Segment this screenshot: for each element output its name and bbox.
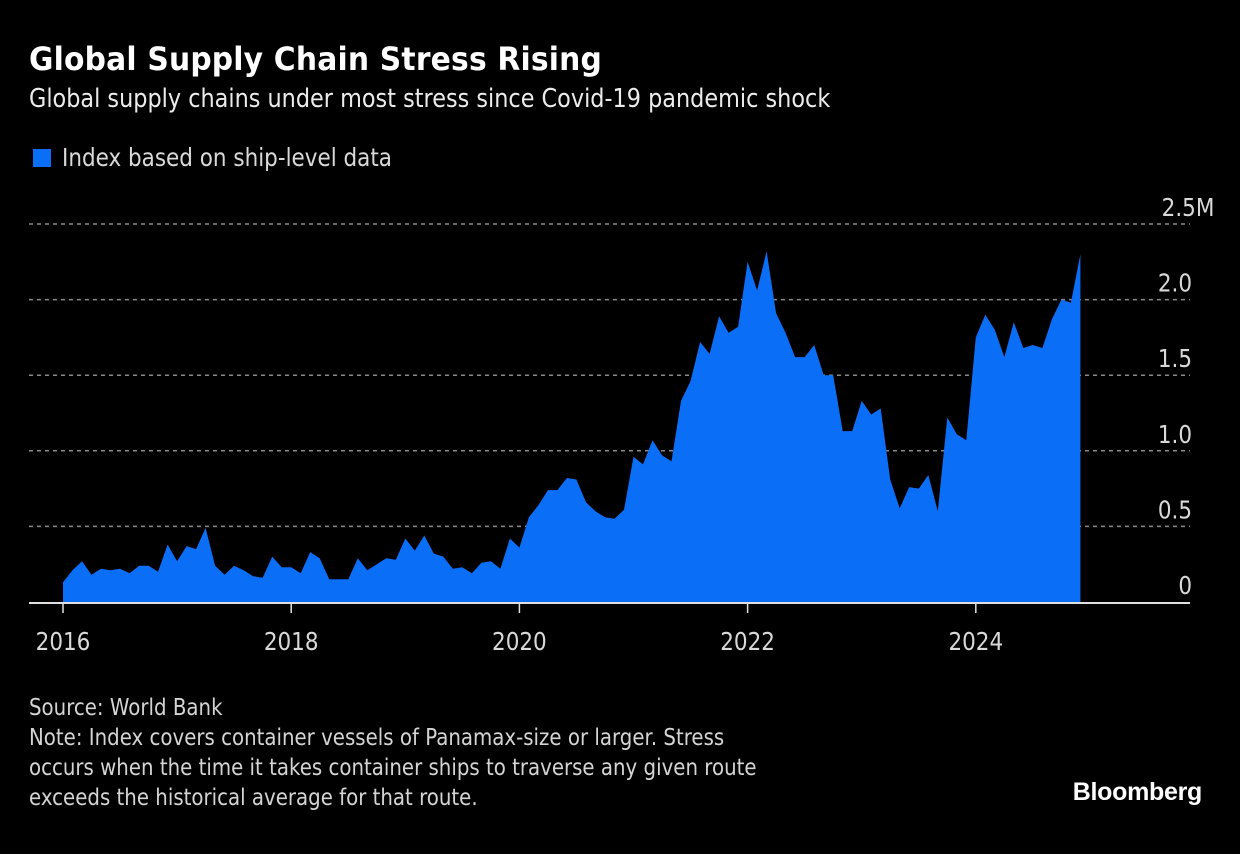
y-tick-label: 2.0 [1158,269,1192,298]
legend: Index based on ship-level data [33,143,446,172]
chart-title: Global Supply Chain Stress Rising [29,40,603,78]
gridlines [29,223,1190,528]
note-line: exceeds the historical average for that … [29,785,478,811]
legend-label: Index based on ship-level data [62,143,392,172]
note-line: Note: Index covers container vessels of … [29,725,725,751]
y-axis: 0 0.5 1.0 1.5 2.0 2.5M [1158,193,1215,600]
x-tick-label: 2024 [948,627,1003,656]
x-axis: 2016 2018 2020 2022 2024 [29,602,1190,656]
x-tick-label: 2016 [36,627,91,656]
chart-footer: Source: World Bank Note: Index covers co… [29,693,757,813]
series-area [63,251,1081,602]
x-tick-label: 2018 [264,627,319,656]
y-tick-label: 1.0 [1158,420,1192,449]
y-tick-label: 0 [1178,571,1192,600]
y-tick-label: 1.5 [1158,345,1192,374]
y-tick-label: 0.5 [1158,496,1192,525]
note-line: occurs when the time it takes container … [29,755,757,781]
y-tick-label: 2.5M [1162,193,1215,222]
legend-swatch [33,148,51,167]
source-text: Source: World Bank [29,695,223,721]
bloomberg-logo: Bloomberg [1072,778,1203,806]
x-tick-label: 2022 [720,627,775,656]
chart-subtitle: Global supply chains under most stress s… [29,84,831,114]
x-tick-label: 2020 [492,627,547,656]
series-area-path [63,251,1081,602]
